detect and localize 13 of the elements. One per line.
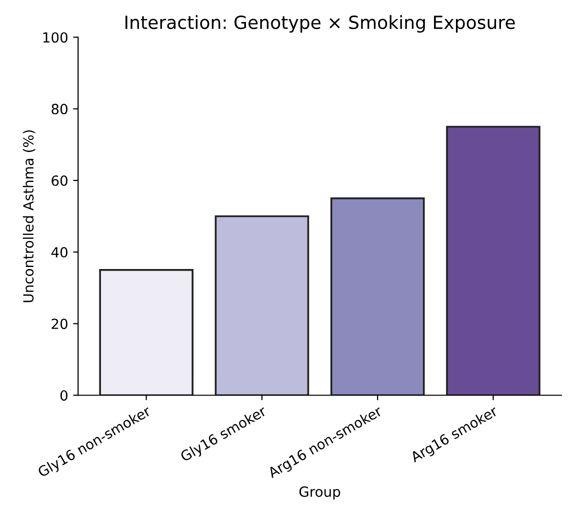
x-axis-title: Group	[299, 486, 340, 500]
y-tick-label: 40	[51, 247, 68, 258]
chart-title: Interaction: Genotype × Smoking Exposure	[125, 15, 515, 33]
y-tick-label: 60	[52, 175, 68, 186]
y-tick-label: 20	[52, 318, 68, 330]
bar	[214, 215, 310, 396]
y-tick-label: 0	[60, 390, 68, 401]
bar	[330, 197, 425, 396]
bar	[99, 269, 194, 396]
bar	[446, 126, 540, 396]
y-tick-label: 100	[43, 32, 68, 43]
y-tick-label: 80	[52, 104, 68, 114]
y-axis-title: Uncontrolled Asthma (%)	[22, 130, 36, 302]
